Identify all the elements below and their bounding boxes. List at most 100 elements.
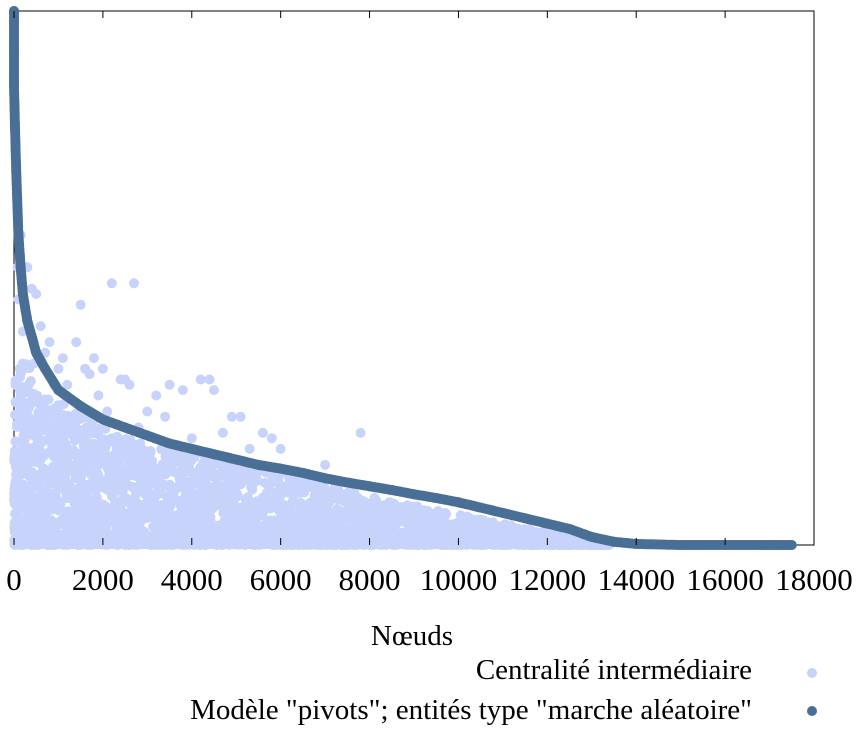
cloud-point xyxy=(19,438,30,449)
x-tick-label-5: 10000 xyxy=(420,562,498,597)
cloud-point xyxy=(287,488,298,499)
cloud-point xyxy=(50,477,61,488)
cloud-point xyxy=(197,516,208,527)
series-0-point-42 xyxy=(209,385,219,396)
series-0-point-26 xyxy=(97,363,108,374)
cloud-point xyxy=(321,506,332,517)
series-0-point-21 xyxy=(75,299,86,310)
cloud-point xyxy=(39,488,50,499)
cloud-point xyxy=(30,447,41,458)
cloud-point xyxy=(114,505,124,515)
x-tick-label-7: 14000 xyxy=(597,562,675,597)
series-0-point-37 xyxy=(164,379,175,390)
series-0-point-19 xyxy=(66,422,77,433)
cloud-point xyxy=(268,495,278,506)
cloud-point xyxy=(33,456,44,467)
cloud-point xyxy=(151,514,162,525)
series-0-point-49 xyxy=(275,443,286,454)
series-0-point-47 xyxy=(257,427,268,438)
cloud-point xyxy=(33,476,44,487)
x-tick-label-4: 8000 xyxy=(339,562,401,597)
cloud-point xyxy=(358,516,369,527)
cloud-point xyxy=(90,529,100,540)
cloud-point xyxy=(242,492,253,503)
cloud-point xyxy=(20,448,31,459)
legend-label-1: Modèle "pivots"; entités type "marche al… xyxy=(190,694,752,726)
cloud-point xyxy=(158,500,169,510)
series-1-point-32 xyxy=(520,513,531,524)
series-1-point-34 xyxy=(564,524,575,534)
series-1-point-2 xyxy=(9,118,20,129)
cloud-point xyxy=(187,505,198,516)
x-tick-label-2: 4000 xyxy=(161,562,223,597)
cloud-point xyxy=(86,484,97,495)
cloud-point xyxy=(163,461,174,471)
cloud-point xyxy=(193,476,204,486)
series-0-point-20 xyxy=(71,337,82,348)
cloud-point xyxy=(13,514,23,525)
cloud-point xyxy=(240,512,251,523)
cloud-point xyxy=(246,482,256,493)
cloud-point xyxy=(410,504,420,515)
cloud-point xyxy=(132,457,143,468)
cloud-point xyxy=(183,456,194,467)
cloud-point xyxy=(207,503,218,514)
series-1-point-36 xyxy=(609,536,619,547)
cloud-point xyxy=(184,514,194,525)
series-1-point-24 xyxy=(342,477,353,488)
series-0-point-25 xyxy=(93,390,104,401)
cloud-point xyxy=(319,486,330,497)
series-1-point-7 xyxy=(22,315,33,326)
cloud-point xyxy=(382,503,393,514)
cloud-point xyxy=(9,446,20,457)
series-0-point-48 xyxy=(266,433,277,444)
cloud-point xyxy=(21,359,32,370)
series-0-point-31 xyxy=(124,379,135,390)
cloud-point xyxy=(317,526,328,537)
series-1-point-12 xyxy=(75,401,86,412)
cloud-point xyxy=(335,489,346,500)
series-0-point-57 xyxy=(373,508,384,518)
cloud-point xyxy=(349,516,359,527)
cloud-point xyxy=(58,506,69,517)
series-0-point-34 xyxy=(142,406,153,417)
cloud-point xyxy=(295,487,306,498)
cloud-point xyxy=(110,497,120,508)
series-0-point-61 xyxy=(462,518,473,529)
cloud-point xyxy=(252,512,262,523)
cloud-point xyxy=(33,427,44,438)
cloud-point xyxy=(24,387,35,398)
cloud-point xyxy=(278,481,289,492)
cloud-point xyxy=(79,456,90,467)
series-1-point-29 xyxy=(453,497,464,508)
series-0-point-14 xyxy=(44,337,55,348)
series-1-point-40 xyxy=(764,540,775,550)
cloud-point xyxy=(391,509,402,520)
cloud-point xyxy=(80,509,91,519)
x-tick-label-9: 18000 xyxy=(775,562,853,597)
cloud-point xyxy=(10,461,21,472)
cloud-point xyxy=(332,503,343,514)
cloud-point xyxy=(176,496,187,507)
cloud-point xyxy=(186,467,197,478)
cloud-point xyxy=(46,504,57,515)
cloud-point xyxy=(295,520,306,531)
cloud-point xyxy=(138,513,149,524)
series-1-point-5 xyxy=(15,262,26,273)
cloud-point xyxy=(362,501,373,511)
series-1-point-4 xyxy=(13,230,24,241)
series-0-point-41 xyxy=(204,374,215,385)
cloud-point xyxy=(10,409,20,420)
cloud-point xyxy=(15,392,26,402)
cloud-point xyxy=(51,520,62,530)
cloud-point xyxy=(48,488,59,499)
cloud-point xyxy=(290,478,300,488)
cloud-point xyxy=(97,499,108,510)
cloud-point xyxy=(39,435,50,446)
series-1-point-17 xyxy=(186,443,197,454)
series-1-point-19 xyxy=(231,454,242,465)
cloud-point xyxy=(23,412,34,423)
cloud-point xyxy=(487,518,498,529)
cloud-point xyxy=(446,523,457,534)
cloud-point xyxy=(85,468,96,479)
